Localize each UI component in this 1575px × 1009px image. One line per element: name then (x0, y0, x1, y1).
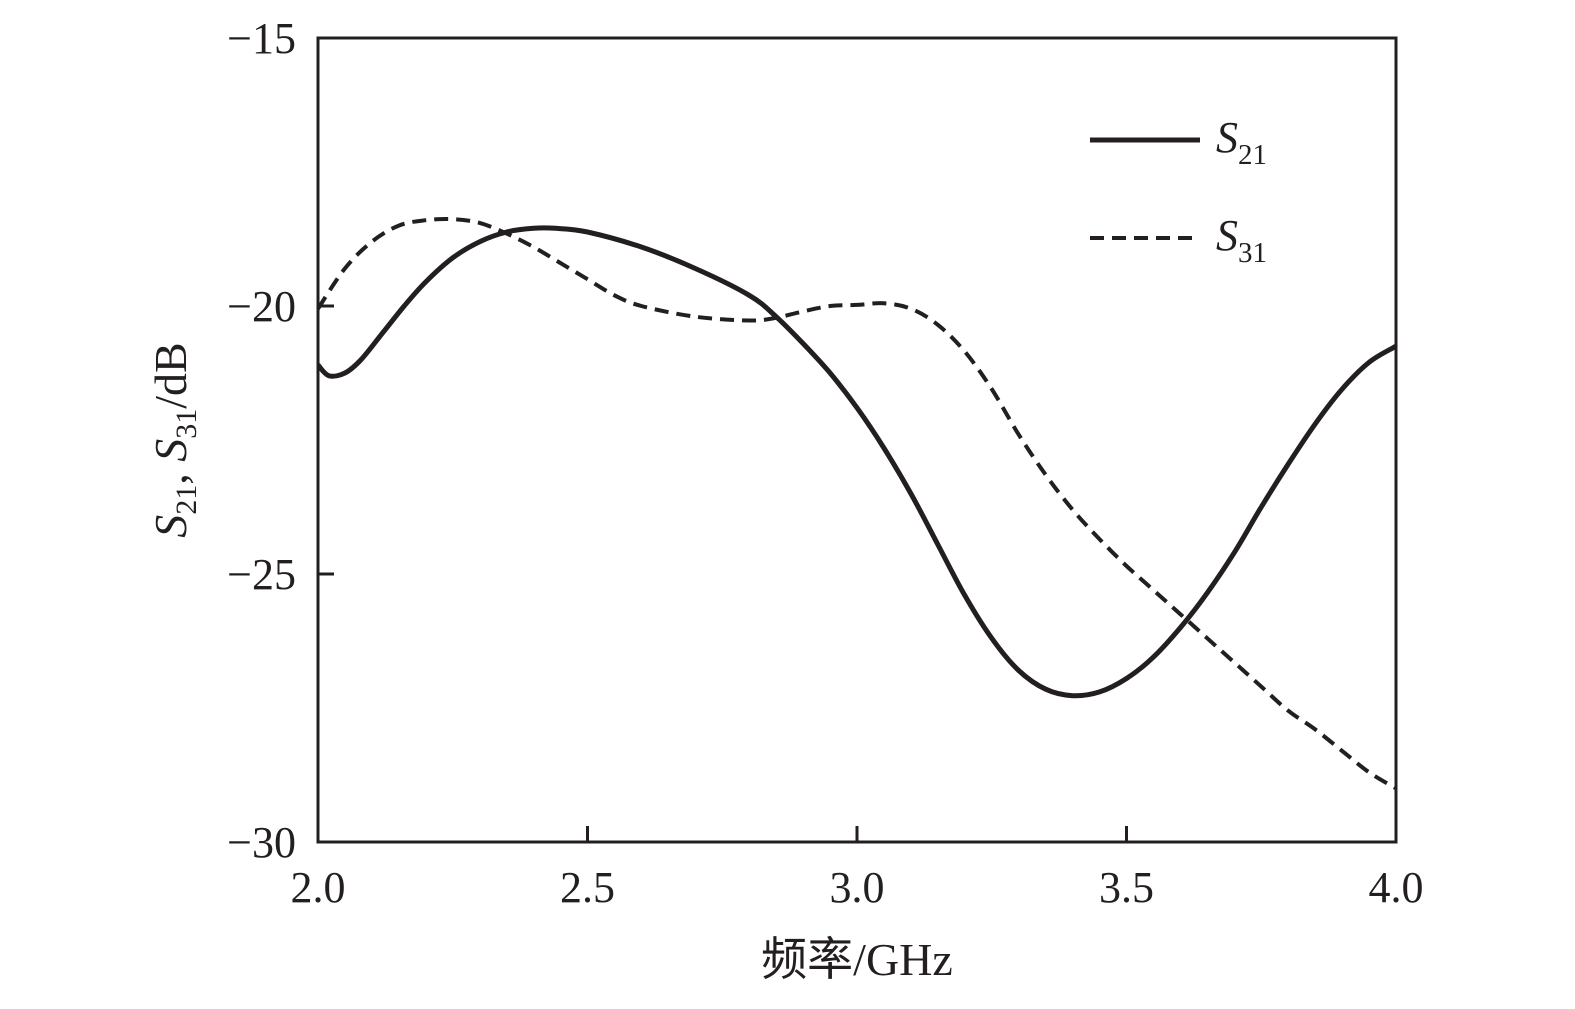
x-axis-title: 频率/GHz (761, 934, 953, 985)
legend-label-s21: S21 (1216, 113, 1267, 171)
x-tick-label: 4.0 (1369, 863, 1424, 912)
y-axis-title-unit: /dB (145, 342, 196, 408)
y-axis-title-b-sub: 31 (170, 409, 203, 439)
tick-layer: 2.0 2.5 3.0 3.5 4.0 −15 −20 −25 −30 (227, 14, 1423, 912)
x-tick-label: 3.0 (830, 863, 885, 912)
y-tick-label: −25 (227, 550, 296, 599)
y-axis-title-a: S (145, 515, 196, 538)
y-axis-title: S21, S31/dB (145, 342, 203, 537)
y-tick-label: −20 (227, 282, 296, 331)
series-layer (316, 217, 1398, 791)
series-line-s21 (316, 225, 1398, 699)
x-tick-label: 3.5 (1099, 863, 1154, 912)
legend: S21 S31 (1090, 113, 1267, 269)
y-tick-label: −30 (227, 818, 296, 867)
y-axis-title-a-sub: 21 (170, 485, 203, 515)
series-line-s31 (316, 217, 1398, 791)
y-tick-label: −15 (227, 14, 296, 63)
x-tick-label: 2.5 (560, 863, 615, 912)
x-tick-label: 2.0 (291, 863, 346, 912)
y-axis-title-sep: , (145, 462, 196, 485)
legend-label-s31: S31 (1216, 211, 1267, 269)
y-axis-title-b: S (145, 439, 196, 462)
